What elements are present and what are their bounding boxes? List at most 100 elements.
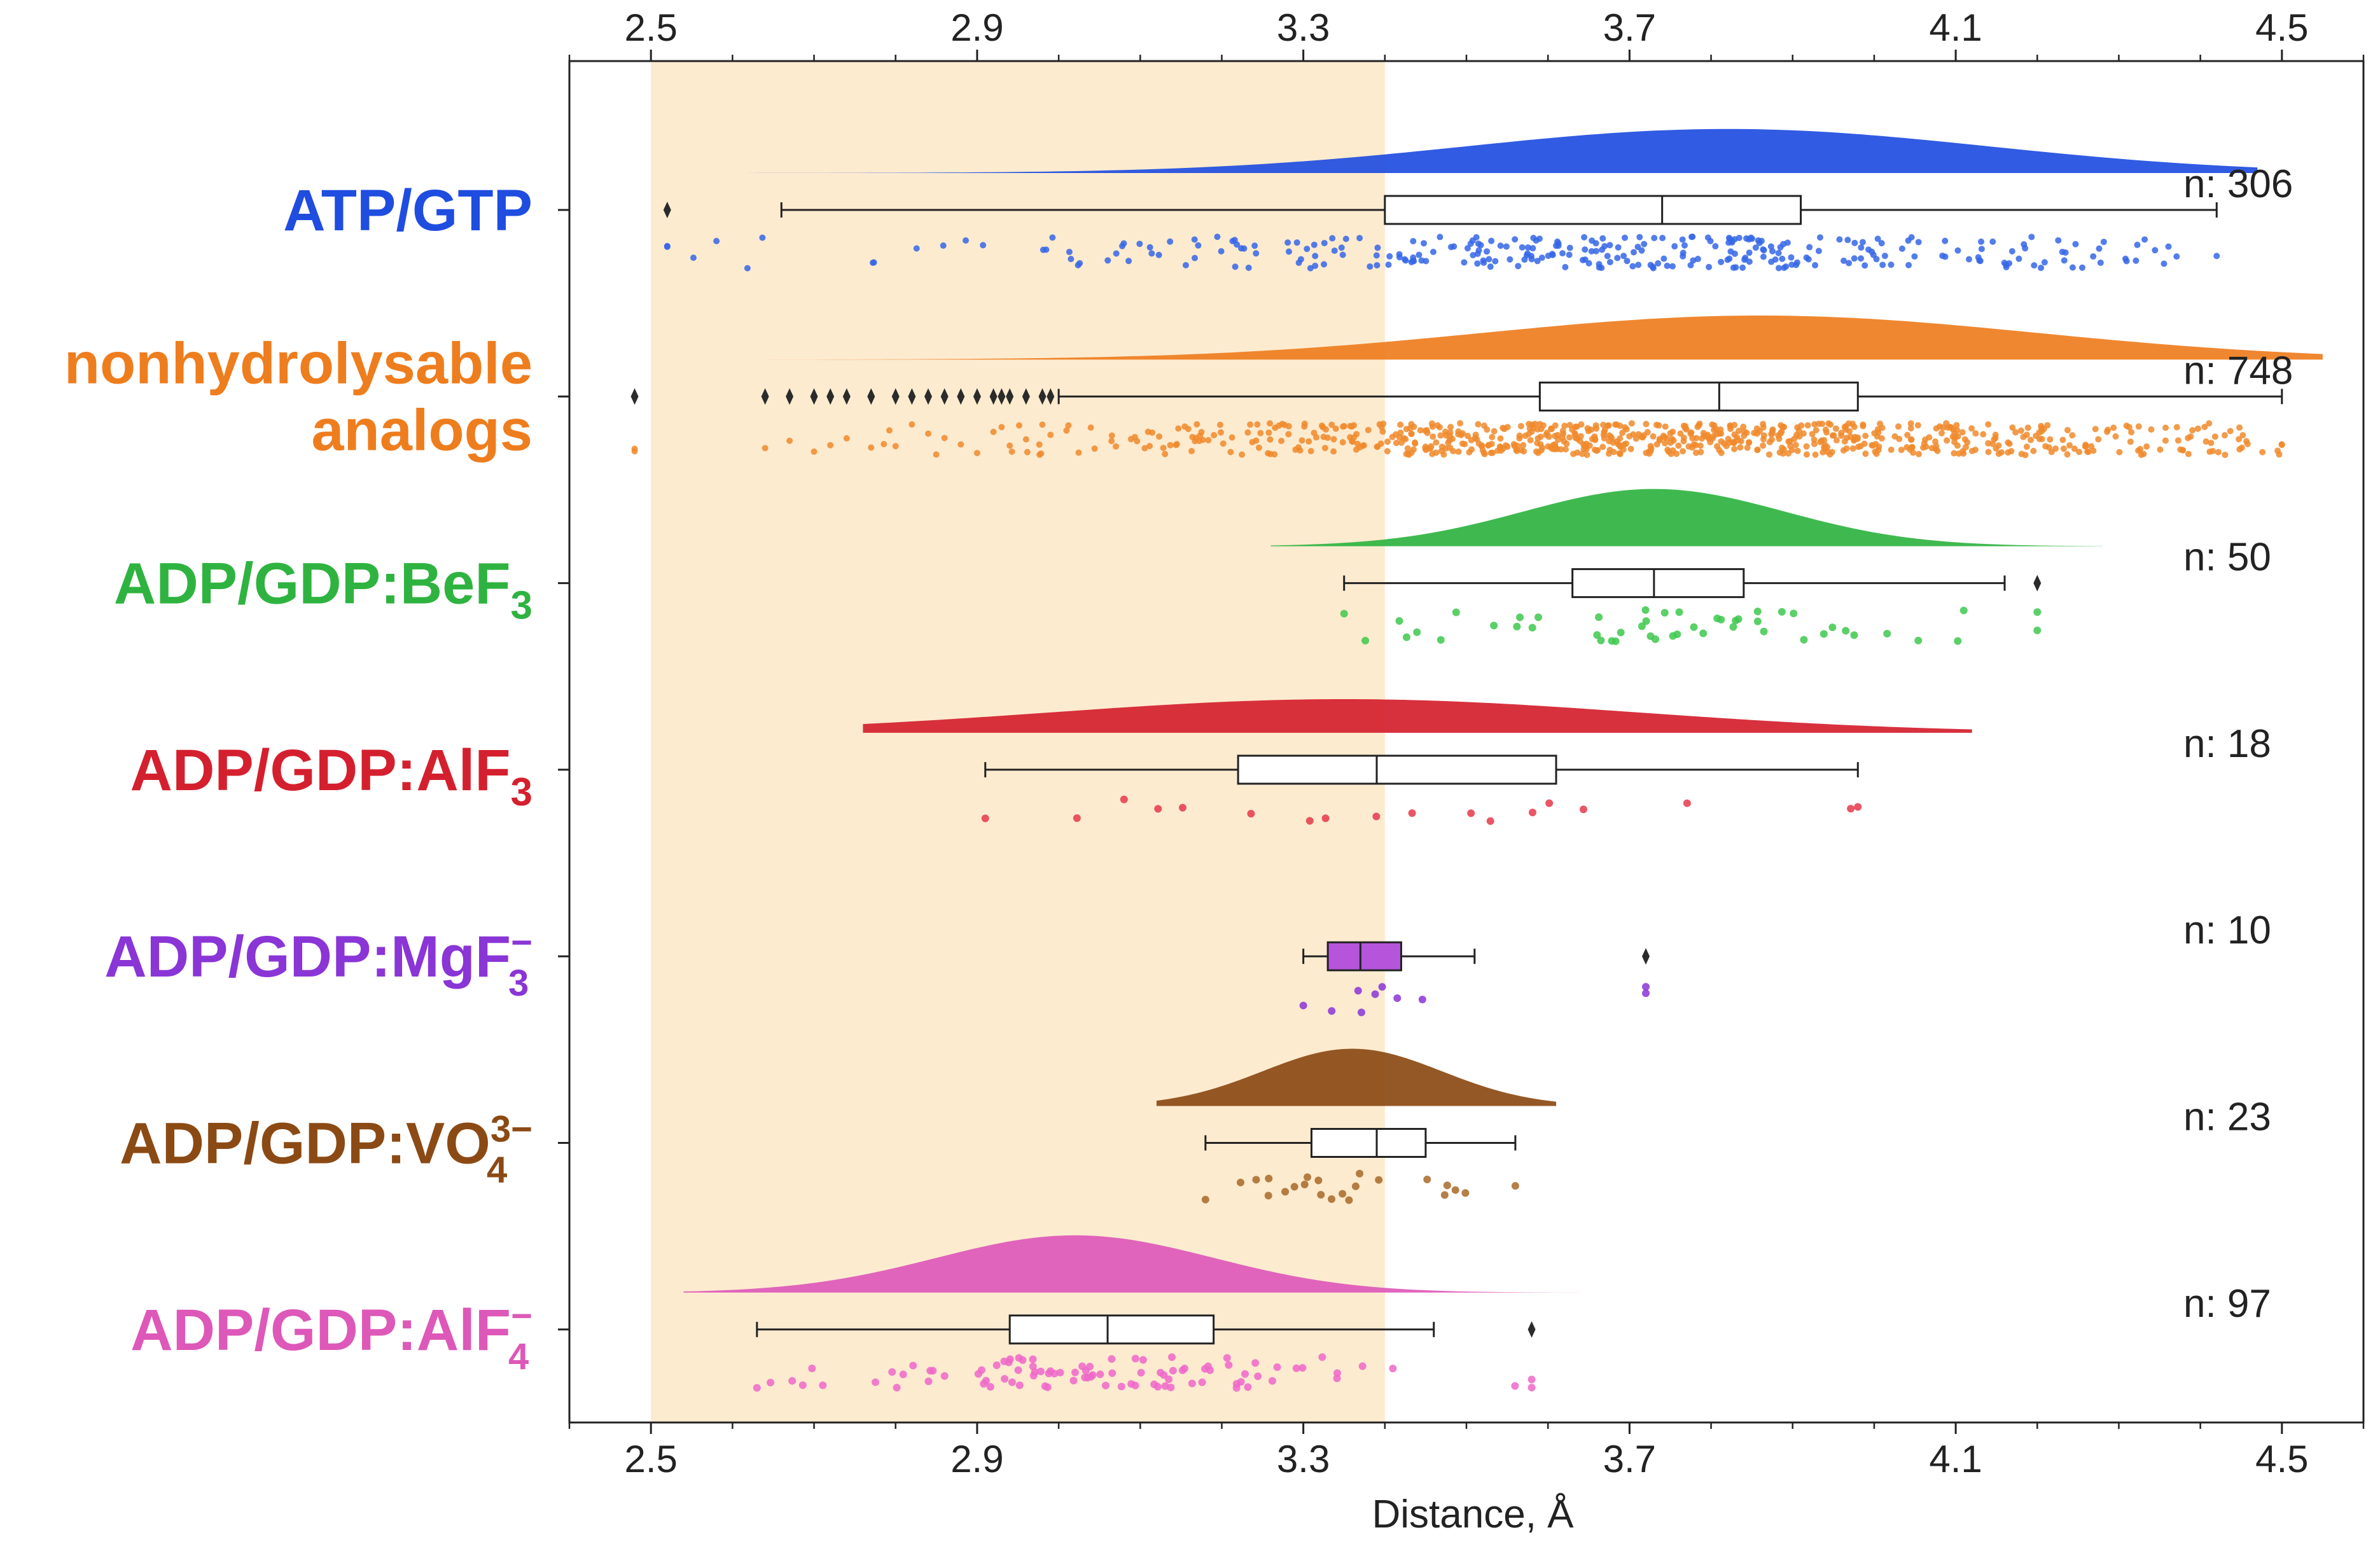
data-point — [1131, 1354, 1139, 1363]
data-point — [1520, 442, 1527, 449]
data-point — [1798, 422, 1805, 429]
data-point — [1785, 438, 1792, 445]
data-point — [1450, 448, 1457, 455]
data-point — [1606, 259, 1613, 266]
data-point — [1795, 428, 1802, 435]
data-point — [1662, 423, 1669, 430]
data-point — [1338, 244, 1345, 251]
data-point — [2071, 445, 2078, 452]
data-point — [1447, 429, 1454, 436]
data-point — [1205, 436, 1212, 443]
data-point — [1155, 251, 1162, 258]
data-point — [1859, 239, 1866, 246]
data-point — [1689, 233, 1696, 240]
data-point — [1304, 246, 1311, 253]
data-point — [2066, 442, 2073, 449]
data-point — [1236, 1178, 1244, 1186]
data-point — [1796, 433, 1803, 440]
data-point — [926, 1367, 935, 1375]
data-point — [1597, 636, 1605, 644]
data-point — [1039, 421, 1046, 428]
data-point — [1268, 1377, 1276, 1385]
data-point — [1117, 1382, 1125, 1391]
data-point — [1267, 436, 1274, 443]
data-point — [1216, 421, 1223, 428]
data-point — [1758, 237, 1765, 244]
data-point — [1956, 450, 1963, 457]
data-point — [1942, 237, 1949, 244]
data-point — [1225, 1361, 1233, 1369]
data-point — [940, 242, 947, 249]
data-point — [2162, 437, 2169, 444]
data-point — [808, 1364, 816, 1372]
data-point — [1461, 259, 1468, 266]
data-point — [1181, 423, 1188, 430]
data-point — [1320, 433, 1327, 440]
data-point — [1732, 264, 1739, 271]
data-point — [1959, 429, 1966, 436]
data-point — [690, 254, 697, 261]
data-point — [1806, 244, 1813, 251]
data-point — [1141, 445, 1148, 452]
data-point — [868, 444, 875, 451]
data-point — [1933, 425, 1940, 432]
data-point — [1516, 613, 1524, 622]
data-point — [2143, 443, 2150, 450]
data-point — [1888, 446, 1895, 453]
data-point — [1384, 448, 1391, 455]
data-point — [1412, 440, 1419, 447]
data-point — [2152, 247, 2159, 254]
data-point — [1108, 438, 1115, 445]
data-point — [1711, 427, 1718, 434]
data-point — [1328, 421, 1335, 428]
group-label: ADP/GDP:BeF3 — [114, 552, 532, 628]
data-point — [1434, 422, 1441, 429]
data-point — [1254, 1372, 1262, 1381]
data-point — [1579, 805, 1587, 814]
data-point — [1769, 428, 1776, 435]
group-label: ATP/GTP — [283, 178, 532, 243]
data-point — [1211, 432, 1218, 439]
data-point — [1524, 250, 1531, 257]
data-point — [1811, 440, 1818, 447]
data-point — [1554, 238, 1561, 245]
data-point — [1068, 256, 1075, 263]
data-point — [1312, 262, 1319, 269]
data-point — [892, 443, 899, 450]
n-count-label: n: 18 — [2183, 722, 2271, 766]
data-point — [2203, 438, 2210, 445]
data-point — [2005, 439, 2012, 446]
data-point — [2055, 237, 2062, 244]
data-point — [1775, 265, 1782, 272]
data-point — [893, 1384, 901, 1392]
data-point — [1189, 433, 1196, 440]
data-point — [1307, 448, 1314, 455]
data-point — [1188, 1379, 1196, 1388]
data-point — [1065, 422, 1072, 429]
data-point — [2194, 425, 2201, 432]
data-point — [1146, 443, 1153, 450]
data-point — [1447, 244, 1454, 251]
data-point — [1305, 438, 1312, 445]
outlier-marker — [867, 388, 875, 405]
outlier-marker — [989, 388, 998, 405]
data-point — [2227, 428, 2234, 435]
data-point — [1511, 1182, 1519, 1190]
data-point — [2023, 443, 2030, 450]
data-point — [1829, 432, 1836, 439]
data-point — [759, 234, 766, 241]
data-point — [1321, 240, 1328, 247]
data-point — [1827, 421, 1834, 428]
data-point — [1125, 258, 1132, 265]
data-point — [811, 448, 818, 455]
data-point — [1148, 250, 1155, 257]
data-point — [1154, 805, 1162, 813]
data-point — [1647, 443, 1654, 450]
data-point — [1821, 436, 1828, 443]
data-point — [762, 445, 769, 452]
data-point — [1874, 235, 1881, 242]
data-point — [1665, 448, 1672, 455]
data-point — [2236, 446, 2243, 453]
data-point — [1492, 258, 1499, 265]
data-point — [2134, 241, 2141, 248]
